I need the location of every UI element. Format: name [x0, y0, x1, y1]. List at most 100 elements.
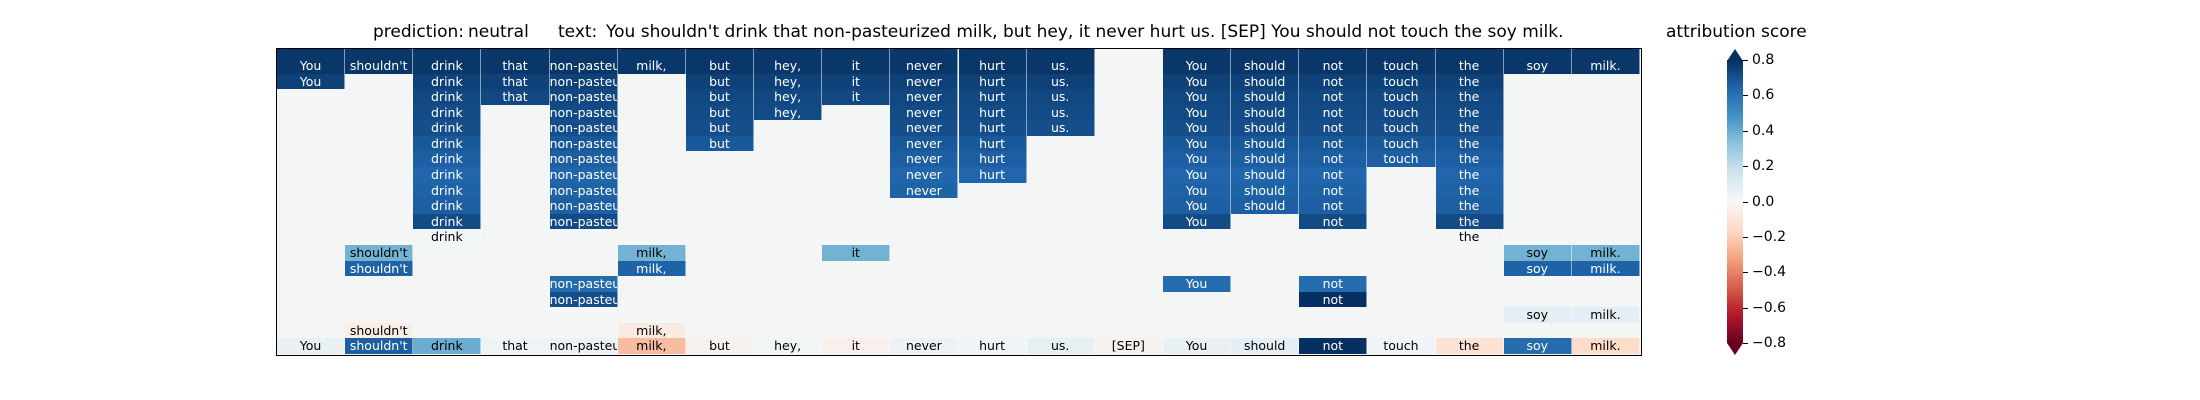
heatmap-cell: You — [1162, 120, 1232, 136]
heatmap-cell: drink — [413, 120, 482, 136]
heatmap-cell: not — [1299, 49, 1368, 74]
colorbar-tick-mark — [1743, 272, 1748, 274]
heatmap-cell: should — [1231, 104, 1300, 121]
colorbar-tick-mark — [1743, 130, 1748, 132]
heatmap-cell: never — [890, 151, 959, 168]
heatmap-cell: touch — [1367, 49, 1436, 74]
heatmap-cell: us. — [1026, 89, 1095, 105]
heatmap-cell: drink — [413, 167, 482, 183]
heatmap-cell: hey, — [754, 49, 823, 74]
heatmap-cell: touch — [1367, 120, 1436, 136]
heatmap-cell: not — [1299, 198, 1368, 214]
heatmap-cell: drink — [413, 338, 482, 354]
heatmap-cell: should — [1231, 49, 1300, 74]
heatmap-cell: not — [1299, 338, 1368, 354]
colorbar-title: attribution score — [1666, 22, 1807, 42]
heatmap-cell: milk. — [1571, 49, 1640, 74]
heatmap-cell: drink — [413, 49, 482, 74]
heatmap-cell: milk, — [617, 322, 686, 339]
heatmap-cell: You — [1162, 338, 1232, 354]
colorbar-tick-label: −0.4 — [1752, 264, 1786, 281]
heatmap-cell: but — [685, 135, 755, 152]
heatmap-cell: non-pasteuriz — [549, 213, 618, 230]
heatmap-cell: the — [1435, 167, 1504, 183]
heatmap-cell: not — [1299, 73, 1368, 90]
heatmap-cell: should — [1231, 120, 1300, 136]
heatmap-cell: shouldn't — [345, 338, 414, 354]
text-label: text: — [558, 22, 598, 42]
colorbar-tick-label: −0.8 — [1752, 335, 1786, 351]
heatmap-cell: that — [481, 73, 550, 90]
heatmap-cell: the — [1435, 49, 1504, 74]
heatmap-cell: hurt — [958, 73, 1027, 90]
heatmap-cell: never — [890, 338, 959, 354]
heatmap-cell: but — [685, 104, 755, 121]
heatmap-cell: it — [822, 338, 891, 354]
colorbar-tick-label: 0.2 — [1752, 158, 1775, 175]
colorbar-tick-mark — [1743, 343, 1748, 344]
heatmap-cell: non-pasteuriz — [549, 338, 618, 354]
heatmap-cell: non-pasteuriz — [549, 276, 618, 292]
heatmap-cell: non-pasteuriz — [549, 104, 618, 121]
heatmap-cell: that — [481, 338, 550, 354]
colorbar-tick-label: 0.6 — [1752, 87, 1775, 104]
heatmap-cell: non-pasteuriz — [549, 49, 618, 74]
heatmap-cell: non-pasteuriz — [549, 73, 618, 90]
colorbar-tick-mark — [1743, 201, 1748, 203]
colorbar-tick-label: −0.6 — [1752, 299, 1786, 316]
heatmap-cell: it — [822, 73, 891, 90]
heatmap-cell: not — [1299, 120, 1368, 136]
heatmap-cell: the — [1435, 104, 1504, 121]
colorbar-tick-label: 0.4 — [1752, 122, 1775, 139]
heatmap-cell: the — [1435, 182, 1504, 199]
colorbar-tick-label: 0.8 — [1752, 52, 1775, 68]
heatmap-cell: but — [685, 120, 755, 136]
heatmap-cell: us. — [1026, 73, 1095, 90]
heatmap-cell: not — [1299, 276, 1368, 292]
heatmap-cell: non-pasteuriz — [549, 89, 618, 105]
heatmap-cell: touch — [1367, 104, 1436, 121]
heatmap-cell: non-pasteuriz — [549, 151, 618, 168]
heatmap-cell: hurt — [958, 135, 1027, 152]
heatmap-cell: You — [1162, 167, 1232, 183]
heatmap-cell: non-pasteuriz — [549, 167, 618, 183]
heatmap-cell: should — [1231, 338, 1300, 354]
colorbar-tick-mark — [1743, 95, 1748, 97]
heatmap-cell: the — [1435, 135, 1504, 152]
heatmap-cell: never — [890, 167, 959, 183]
heatmap-cell: not — [1299, 89, 1368, 105]
heatmap-cell: the — [1435, 73, 1504, 90]
heatmap-cell: should — [1231, 198, 1300, 214]
colorbar-tick-mark — [1743, 307, 1748, 309]
heatmap-cell: should — [1231, 89, 1300, 105]
heatmap-cell: shouldn't — [345, 260, 414, 277]
heatmap-cell: milk, — [617, 338, 686, 354]
heatmap-cell: not — [1299, 167, 1368, 183]
heatmap-cell: drink — [413, 213, 482, 230]
heatmap-cell: hey, — [754, 89, 823, 105]
heatmap-cell: drink — [413, 135, 482, 152]
heatmap-cell: You — [1162, 182, 1232, 199]
heatmap-cell: You — [1162, 73, 1232, 90]
heatmap-cell: drink — [413, 89, 482, 105]
heatmap-cell: drink — [413, 151, 482, 168]
heatmap-cell: hey, — [754, 73, 823, 90]
heatmap-cell: drink — [413, 104, 482, 121]
heatmap-cell: You — [1162, 213, 1232, 230]
heatmap-cell: it — [822, 244, 891, 261]
heatmap-cell: not — [1299, 291, 1368, 308]
prediction-label: prediction: — [373, 22, 465, 42]
heatmap-grid: Youshouldn'tdrinkthatnon-pasteurizmilk,b… — [276, 48, 1642, 356]
colorbar-tick-label: −0.2 — [1752, 228, 1786, 245]
heatmap-cell: milk, — [617, 260, 686, 277]
heatmap-cell: non-pasteuriz — [549, 135, 618, 152]
heatmap-cell: should — [1231, 167, 1300, 183]
heatmap-cell: shouldn't — [345, 244, 414, 261]
heatmap-cell: touch — [1367, 89, 1436, 105]
heatmap-cell: never — [890, 49, 959, 74]
colorbar-tick-mark — [1743, 60, 1748, 61]
heatmap-cell: hurt — [958, 89, 1027, 105]
heatmap-cell: shouldn't — [345, 322, 414, 339]
heatmap-cell: that — [481, 49, 550, 74]
